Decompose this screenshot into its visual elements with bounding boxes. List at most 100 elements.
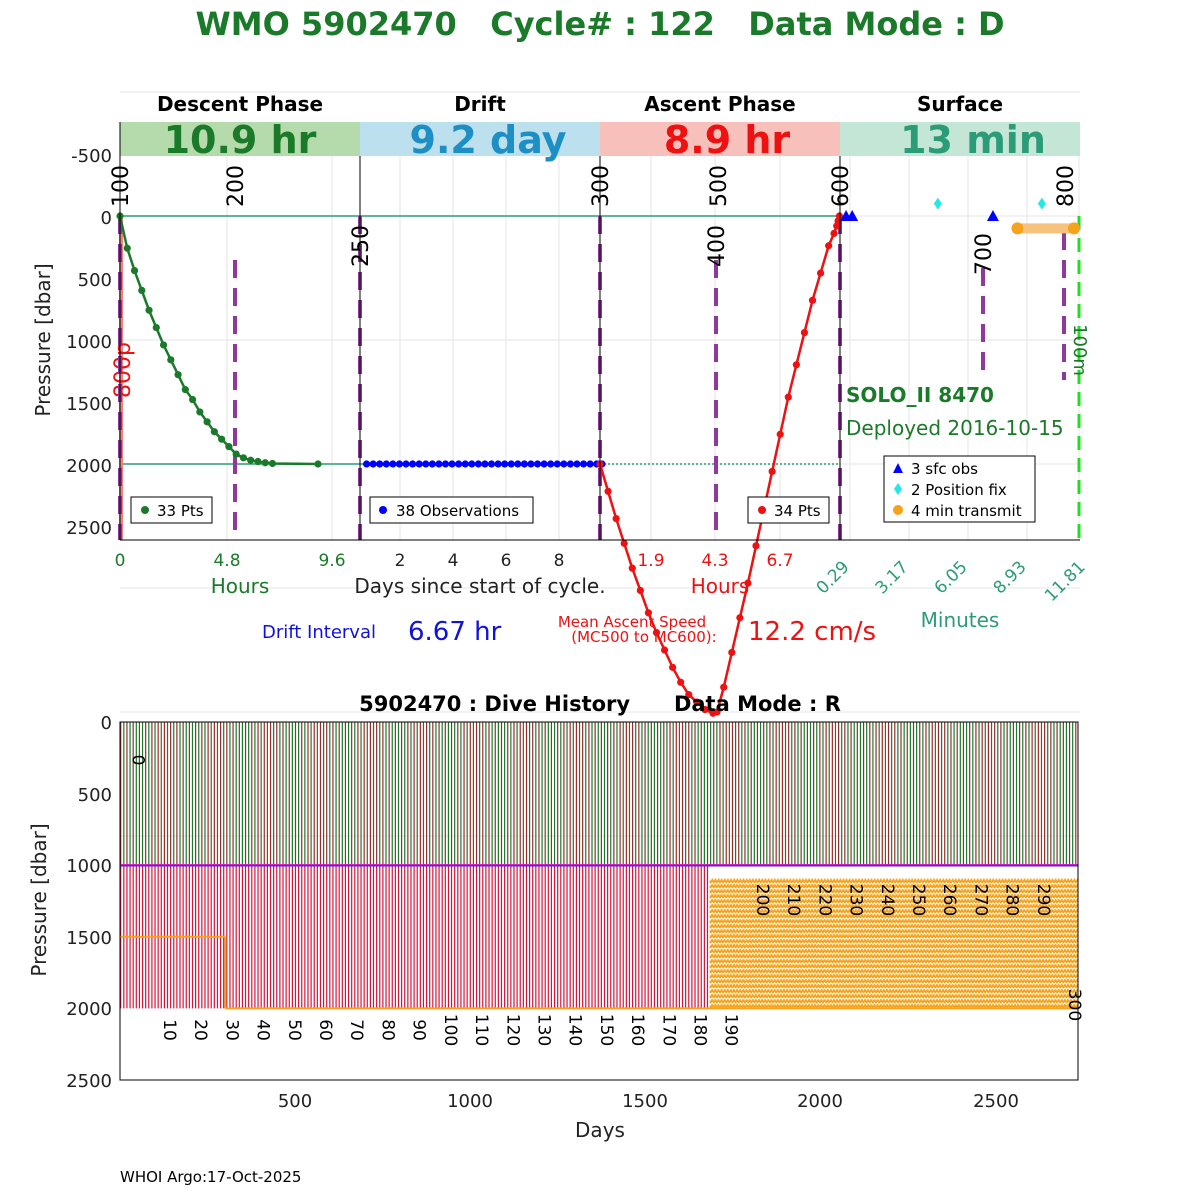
mc-label-100: 100 bbox=[109, 165, 134, 207]
drift-point bbox=[369, 460, 377, 468]
hist-ytick: 1000 bbox=[66, 856, 112, 877]
drift-point bbox=[474, 460, 482, 468]
drift-point bbox=[441, 460, 450, 468]
drift-point bbox=[389, 460, 397, 468]
descent-point bbox=[130, 266, 139, 275]
mc-label-800: 800 bbox=[1054, 165, 1079, 207]
dive-profile-late bbox=[781, 878, 785, 1009]
dive-profile-late bbox=[790, 878, 795, 1009]
descent-point bbox=[123, 244, 131, 252]
drift-point bbox=[579, 460, 588, 468]
dive-profile-late bbox=[1018, 878, 1023, 1009]
cycle-label: 170 bbox=[658, 1014, 678, 1046]
ascent-point bbox=[669, 663, 677, 671]
dive-profile-late bbox=[840, 878, 845, 1009]
legend-surface-label: 2 Position fix bbox=[911, 481, 1007, 499]
dive-profile-late bbox=[775, 878, 779, 1009]
drift-point bbox=[573, 460, 581, 468]
float-name: SOLO_II 8470 bbox=[846, 383, 994, 407]
drift-point bbox=[487, 460, 496, 468]
dive-profile-late bbox=[784, 878, 789, 1009]
dive-history-frame bbox=[119, 721, 1079, 1081]
sfc-obs-point bbox=[986, 210, 999, 221]
ascent-point bbox=[677, 678, 685, 686]
cycle-label: 240 bbox=[877, 884, 897, 916]
descent-point bbox=[152, 324, 160, 332]
drift-point bbox=[402, 460, 410, 468]
legend-ascent: 34 Pts bbox=[747, 496, 830, 524]
drift-point bbox=[507, 460, 515, 468]
legend-surface: 3 sfc obs 2 Position fix 4 min transmit bbox=[883, 455, 1036, 523]
cycle-label: 50 bbox=[284, 1019, 304, 1041]
dive-profile-late bbox=[731, 878, 736, 1009]
dive-profile-late bbox=[953, 878, 957, 1009]
cycle-label: 190 bbox=[721, 1014, 741, 1046]
ascent-point bbox=[825, 242, 833, 250]
dive-profile-late bbox=[1034, 878, 1038, 1009]
descent-point bbox=[232, 450, 240, 458]
dive-profile-late bbox=[887, 878, 892, 1009]
dive-profile-late bbox=[762, 878, 767, 1009]
dive-profile-late bbox=[778, 878, 782, 1009]
dive-profile-late bbox=[831, 878, 835, 1009]
top-plot: -500 0 500 1000 1500 2000 2500 Pressure … bbox=[31, 91, 1090, 837]
dive-profile-late bbox=[1043, 878, 1048, 1009]
phase-descent-band bbox=[120, 122, 360, 156]
ascent-point bbox=[713, 708, 721, 716]
dive-profile-late bbox=[1059, 878, 1063, 1009]
mc-label-500: 500 bbox=[707, 165, 732, 207]
dive-profile-late bbox=[756, 878, 761, 1009]
dive-profile-late bbox=[943, 878, 948, 1009]
dive-profile-late bbox=[993, 878, 998, 1009]
dive-profile-late bbox=[1037, 878, 1041, 1009]
dive-profile-late bbox=[1027, 878, 1032, 1009]
footer-credit: WHOI Argo:17-Oct-2025 bbox=[120, 1168, 301, 1186]
dive-profile-late bbox=[862, 878, 867, 1009]
mc-label-250: 250 bbox=[349, 225, 374, 267]
drift-point bbox=[448, 460, 456, 468]
hist-ytick: 2000 bbox=[66, 999, 112, 1020]
cycle-label: 90 bbox=[409, 1019, 429, 1041]
drift-point bbox=[553, 460, 561, 468]
ytick-top: 1500 bbox=[66, 394, 112, 415]
mc-label-200: 200 bbox=[224, 165, 249, 207]
descent-point bbox=[210, 428, 218, 436]
cycle-label: 160 bbox=[627, 1014, 647, 1046]
phase-ascent-band bbox=[600, 122, 840, 156]
dive-profile-late bbox=[909, 878, 913, 1009]
dive-profile-late bbox=[856, 878, 860, 1009]
dive-profile-late bbox=[772, 878, 776, 1009]
cycle-label: 210 bbox=[783, 884, 803, 916]
ascent-point bbox=[693, 698, 701, 706]
surface-series bbox=[840, 197, 1081, 235]
hist-xtick: 2000 bbox=[797, 1091, 843, 1112]
dive-profile-late bbox=[1009, 878, 1013, 1009]
dive-profile-late bbox=[812, 878, 817, 1009]
ytick-top: 1000 bbox=[66, 332, 112, 353]
ascent-point bbox=[816, 269, 825, 277]
mc-label-700: 700 bbox=[972, 233, 997, 275]
surface-xtick: 3.17 bbox=[872, 557, 913, 598]
hist-xtick: 1500 bbox=[622, 1091, 668, 1112]
descent-point bbox=[196, 408, 204, 416]
drift-xtick: 6 bbox=[501, 551, 512, 571]
cycle-label: 140 bbox=[565, 1014, 585, 1046]
dive-profile-late bbox=[709, 878, 714, 1009]
dive-profile-late bbox=[868, 878, 873, 1009]
dive-profile-late bbox=[765, 878, 770, 1009]
ascent-point bbox=[720, 683, 728, 691]
dive-profile-late bbox=[974, 878, 979, 1009]
ascent-xtick: 1.9 bbox=[637, 551, 664, 571]
cycle-label: 220 bbox=[814, 884, 834, 916]
dive-profile-late bbox=[918, 878, 923, 1009]
ascent-point bbox=[701, 705, 709, 714]
drift-point bbox=[501, 460, 509, 468]
dive-profile-late bbox=[1062, 878, 1066, 1009]
cycle-label: 110 bbox=[471, 1014, 491, 1046]
drift-point bbox=[376, 460, 384, 468]
ascent-point bbox=[604, 487, 612, 495]
legend-descent: 33 Pts bbox=[130, 496, 213, 524]
dive-profile-late bbox=[968, 878, 973, 1009]
ascent-point bbox=[736, 614, 744, 622]
dive-profile-late bbox=[949, 878, 954, 1009]
